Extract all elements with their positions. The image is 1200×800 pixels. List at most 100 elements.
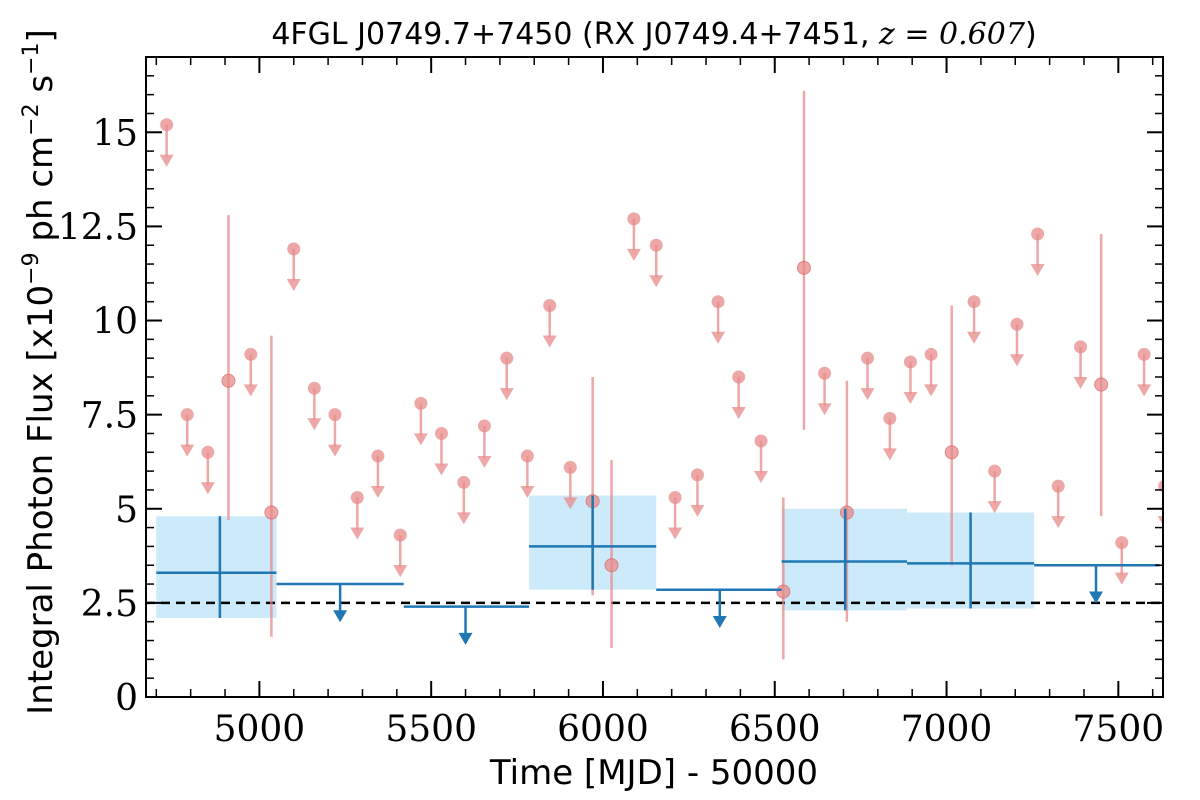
short-bin-point — [1115, 536, 1129, 550]
short-bin-point — [160, 118, 174, 132]
short-bin-point — [307, 381, 321, 395]
short-bin-arrowhead — [1137, 384, 1152, 397]
short-bin-arrowhead — [731, 407, 746, 419]
short-bin-arrowhead — [690, 504, 705, 517]
short-bin-point — [287, 242, 301, 256]
x-tick-label: 6500 — [729, 709, 821, 750]
chart-title-prefix: 4FGL J0749.7+7450 (RX J0749.4+7451, — [271, 17, 879, 52]
short-bin-point — [732, 370, 746, 384]
long-bin-bands — [156, 495, 1035, 618]
short-bin-arrowhead — [1073, 376, 1088, 389]
y-label-exp2: −2 — [19, 103, 44, 135]
short-bin-point — [903, 355, 917, 369]
short-bin-arrowhead — [434, 463, 449, 476]
short-bin-arrowhead — [1051, 516, 1066, 529]
short-bin-arrowhead — [286, 279, 301, 291]
short-bin-point — [818, 366, 832, 380]
long-bin-arrowhead — [458, 632, 473, 645]
short-bin-point — [776, 584, 791, 599]
x-tick-label: 5500 — [385, 709, 477, 750]
short-bin-point — [543, 298, 557, 312]
short-bin-point — [649, 238, 663, 252]
chart-title-suffix: ) — [1025, 17, 1037, 52]
short-bin-point — [839, 505, 854, 520]
short-bin-arrowhead — [350, 527, 365, 540]
short-bin-arrowhead — [159, 154, 174, 167]
short-bin-point — [393, 528, 407, 542]
short-bin-point — [350, 490, 364, 504]
y-tick-label: 15 — [92, 113, 138, 154]
y-tick-label: 0 — [115, 678, 138, 719]
short-bin-point — [711, 295, 725, 309]
short-bin-arrowhead — [860, 388, 875, 401]
chart-title: 4FGL J0749.7+7450 (RX J0749.4+7451, z = … — [271, 17, 1036, 52]
long-bin-series — [156, 495, 1160, 645]
short-bin-arrowhead — [520, 486, 535, 499]
short-bin-point — [754, 434, 768, 448]
long-bin-arrowhead — [712, 615, 727, 628]
axes — [145, 56, 1164, 698]
chart-title-math: z = 0.607 — [878, 17, 1026, 52]
short-bin-point — [604, 558, 619, 573]
short-bin-arrowhead — [563, 497, 578, 510]
short-bin-series — [159, 90, 1163, 660]
short-bin-point — [563, 460, 577, 474]
short-bin-point — [944, 445, 959, 460]
tick-labels: 5000 5500 6000 6500 7000 7500 0 2.5 5 7.5 10 12.5 15 — [58, 113, 1164, 750]
y-label-end: ] — [21, 29, 61, 42]
short-bin-arrowhead — [924, 384, 939, 397]
short-bin-arrowhead — [456, 512, 471, 525]
short-bin-point — [1158, 479, 1163, 493]
y-axis-label: Integral Photon Flux [x10−9 ph cm−2 s−1] — [19, 29, 61, 715]
y-label-mid2: s — [21, 75, 61, 104]
short-bin-point — [457, 475, 471, 489]
short-bin-arrowhead — [817, 403, 832, 416]
y-tick-label: 12.5 — [58, 207, 138, 248]
short-bin-point — [883, 411, 897, 425]
x-tick-label: 7500 — [1073, 709, 1165, 750]
short-bin-arrowhead — [987, 501, 1002, 514]
short-bin-point — [1074, 340, 1088, 354]
short-bin-point — [520, 449, 534, 463]
short-bin-point — [371, 449, 385, 463]
short-bin-point — [414, 396, 428, 410]
short-bin-arrowhead — [649, 275, 664, 288]
long-bin-arrowhead — [333, 610, 348, 623]
y-tick-label: 2.5 — [81, 584, 138, 625]
y-label-exp3: −1 — [19, 42, 44, 74]
short-bin-arrowhead — [477, 455, 492, 468]
short-bin-arrowhead — [370, 486, 385, 499]
short-bin-arrowhead — [243, 384, 258, 397]
x-tick-label: 5000 — [214, 709, 306, 750]
short-bin-arrowhead — [307, 418, 322, 431]
short-bin-arrowhead — [413, 433, 428, 446]
short-bin-arrowhead — [1114, 572, 1129, 585]
short-bin-point — [861, 351, 875, 365]
short-bin-point — [1031, 227, 1045, 241]
short-bin-point — [1094, 377, 1109, 392]
y-label-base: Integral Photon Flux [x10 — [21, 285, 61, 715]
long-bin-arrowhead — [1089, 591, 1104, 604]
short-bin-point — [328, 408, 342, 422]
short-bin-point — [180, 408, 194, 422]
short-bin-arrowhead — [1030, 263, 1045, 276]
short-bin-arrowhead — [180, 444, 195, 457]
y-tick-label: 10 — [92, 302, 138, 343]
long-bin-error-band — [156, 516, 277, 618]
short-bin-point — [796, 260, 811, 275]
short-bin-arrowhead — [1009, 354, 1024, 367]
short-bin-point — [477, 419, 491, 433]
short-bin-arrowhead — [882, 448, 897, 461]
y-label-mid: ph cm — [21, 136, 61, 253]
short-bin-point — [264, 505, 279, 520]
short-bin-point — [924, 347, 938, 361]
y-tick-label: 7.5 — [81, 396, 138, 437]
x-tick-label: 7000 — [901, 709, 993, 750]
short-bin-point — [1010, 317, 1024, 331]
short-bin-point — [690, 468, 704, 482]
short-bin-arrowhead — [542, 335, 557, 348]
short-bin-arrowhead — [711, 331, 726, 344]
short-bin-arrowhead — [393, 565, 408, 578]
short-bin-point — [244, 347, 258, 361]
short-bin-point — [1137, 347, 1151, 361]
